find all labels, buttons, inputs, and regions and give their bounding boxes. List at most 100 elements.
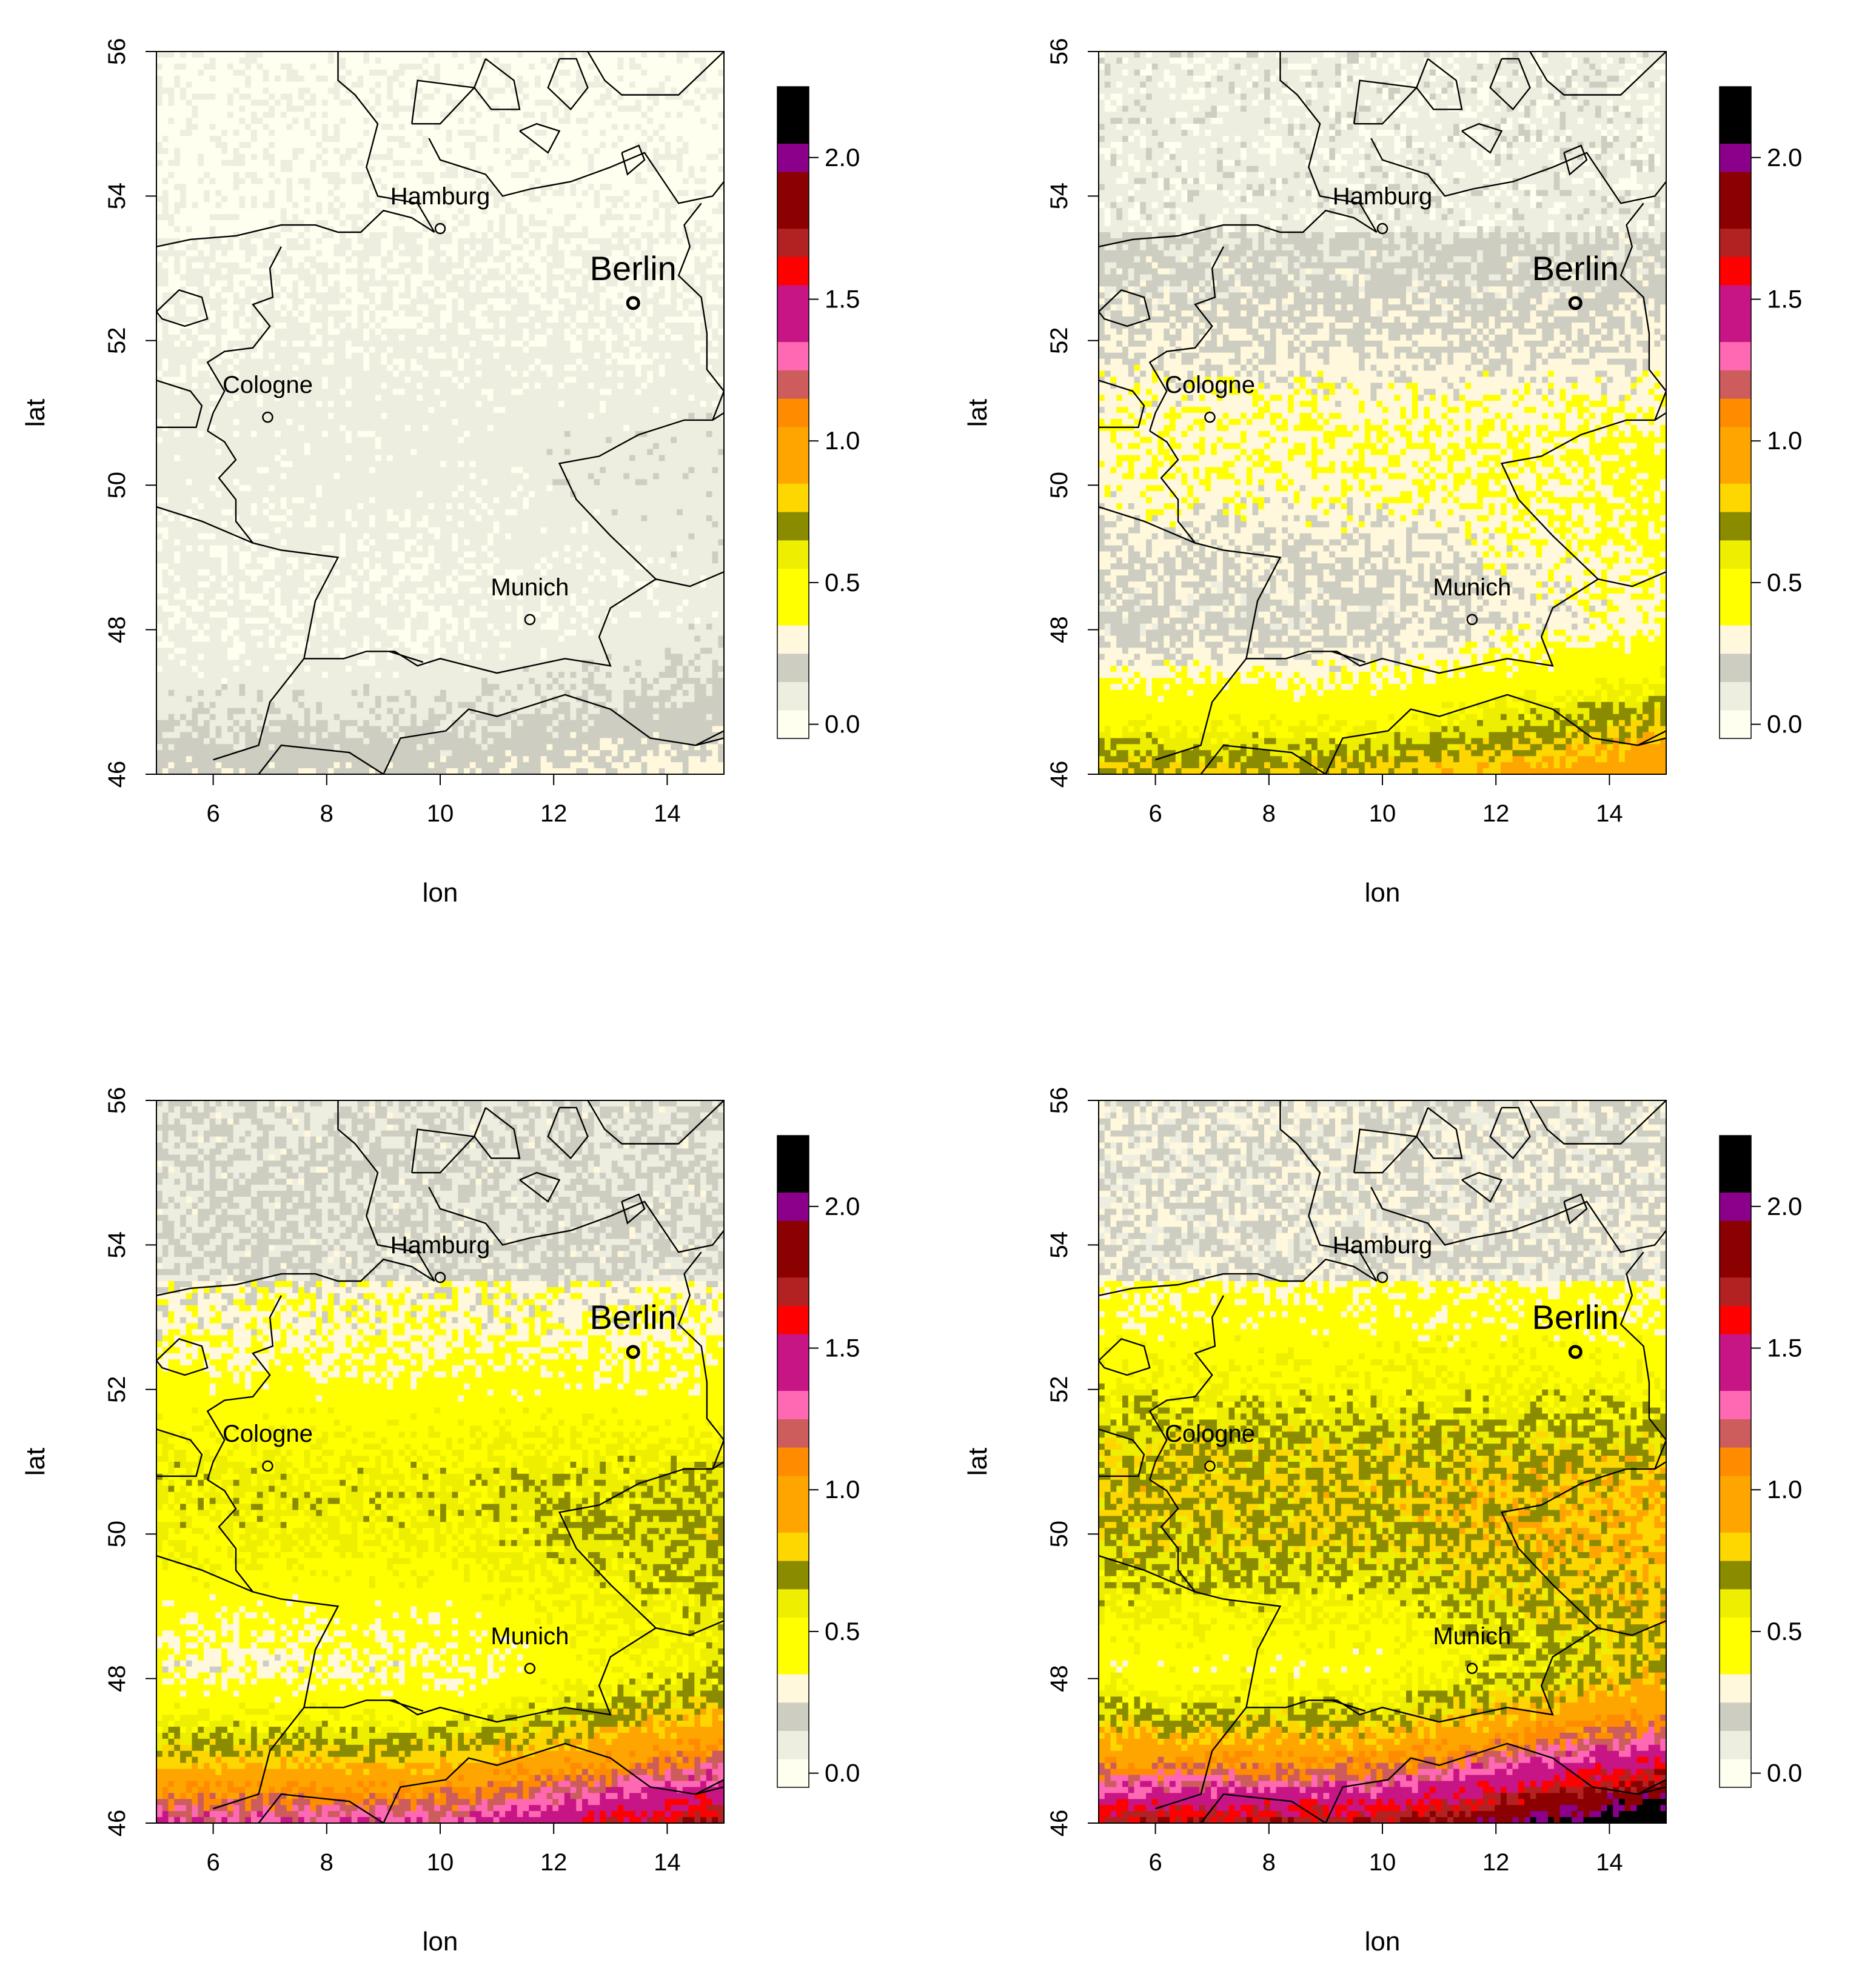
field-cell [529, 118, 535, 124]
field-cell [505, 286, 512, 293]
field-cell [398, 63, 406, 70]
field-cell [694, 323, 701, 329]
field-cell [340, 346, 346, 353]
field-cell [682, 93, 689, 101]
field-cell [564, 316, 571, 323]
field-cell [535, 292, 541, 299]
field-cell [558, 130, 565, 136]
field-cell [440, 130, 447, 136]
field-cell [263, 208, 269, 215]
field-cell [156, 112, 163, 118]
field-cell [540, 208, 548, 215]
field-cell [310, 124, 317, 130]
field-cell [517, 346, 524, 353]
field-cell [647, 57, 654, 64]
field-cell [346, 196, 352, 202]
field-cell [245, 268, 252, 275]
field-cell [623, 93, 630, 101]
field-cell [635, 256, 642, 263]
field-cell [198, 52, 204, 58]
field-cell [245, 112, 252, 118]
field-cell [570, 75, 577, 82]
field-cell [369, 208, 376, 215]
field-cell [499, 190, 506, 196]
field-cell [458, 286, 464, 293]
field-cell [263, 178, 269, 185]
field-cell [718, 136, 724, 142]
field-cell [239, 250, 246, 257]
field-cell [387, 159, 394, 167]
field-cell [422, 124, 429, 130]
field-cell [535, 268, 541, 275]
field-cell [493, 262, 500, 269]
field-cell [340, 172, 346, 179]
field-cell [546, 136, 553, 142]
field-cell [529, 262, 535, 269]
field-cell [446, 63, 453, 70]
field-cell [393, 99, 400, 106]
field-cell [641, 286, 648, 293]
field-cell [251, 118, 258, 124]
field-cell [292, 214, 299, 221]
field-cell [404, 232, 411, 239]
field-cell [239, 220, 246, 227]
field-cell [346, 75, 352, 82]
field-cell [446, 178, 453, 185]
field-cell [168, 99, 175, 106]
field-cell [233, 214, 240, 221]
field-cell [529, 250, 535, 257]
field-cell [369, 304, 376, 311]
field-cell [493, 172, 500, 179]
field-cell [186, 250, 193, 257]
field-cell [387, 232, 394, 239]
field-cell [641, 57, 648, 64]
field-cell [718, 244, 724, 251]
field-cell [653, 52, 660, 58]
field-cell [458, 130, 464, 136]
field-cell [658, 75, 666, 82]
field-cell [215, 280, 222, 287]
field-cell [558, 75, 565, 82]
field-cell [204, 147, 210, 155]
field-cell [653, 105, 660, 112]
field-cell [204, 214, 210, 221]
field-cell [481, 142, 488, 149]
field-cell [564, 142, 571, 149]
field-cell [653, 87, 660, 95]
field-cell [665, 190, 671, 196]
field-cell [535, 118, 541, 124]
field-cell [671, 358, 677, 366]
field-cell [606, 124, 612, 130]
field-cell [611, 208, 618, 215]
field-cell [464, 99, 471, 106]
field-cell [682, 346, 689, 353]
field-cell [552, 184, 559, 191]
field-cell [629, 280, 636, 287]
field-cell [215, 310, 222, 317]
field-cell [623, 238, 630, 245]
field-cell [404, 118, 411, 124]
field-cell [221, 226, 228, 233]
field-cell [706, 268, 713, 275]
field-cell [469, 250, 477, 257]
field-cell [186, 69, 193, 76]
field-cell [677, 280, 683, 287]
field-cell [682, 190, 689, 196]
field-cell [298, 244, 305, 251]
field-cell [346, 190, 352, 196]
field-cell [665, 286, 671, 293]
field-cell [469, 226, 477, 233]
field-cell [576, 268, 583, 275]
field-cell [452, 310, 458, 317]
field-cell [677, 310, 683, 317]
field-cell [700, 99, 707, 106]
field-cell [481, 69, 488, 76]
field-cell [398, 340, 406, 347]
field-cell [346, 298, 352, 305]
field-cell [156, 202, 163, 209]
field-cell [256, 328, 264, 335]
field-cell [215, 196, 222, 202]
field-cell [322, 328, 329, 335]
field-cell [694, 244, 701, 251]
field-cell [688, 147, 695, 155]
